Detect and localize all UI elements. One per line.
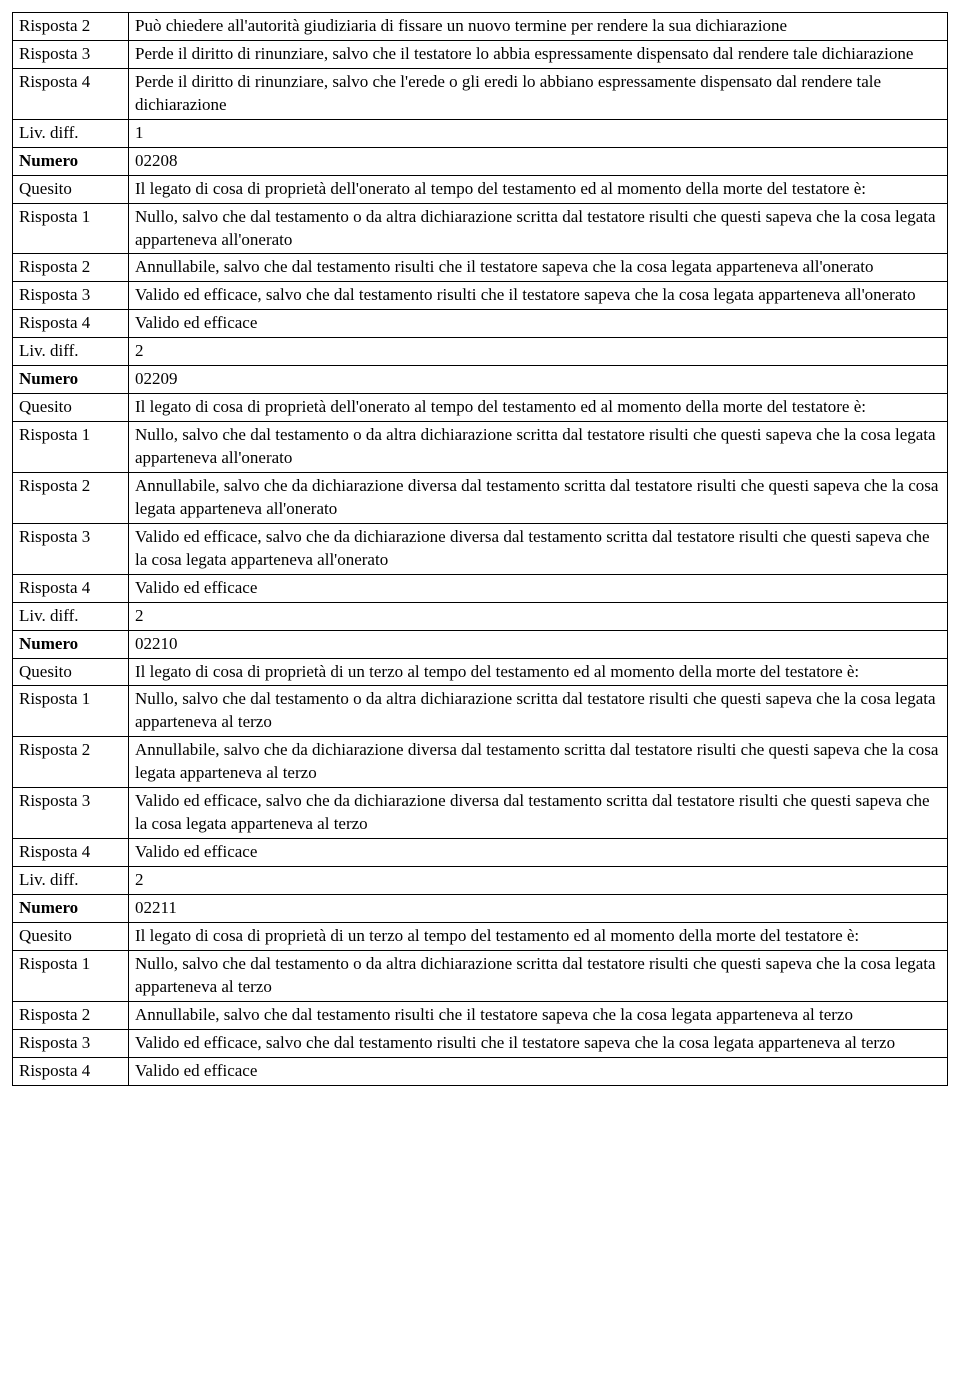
cell-value: 2	[129, 602, 948, 630]
label-risposta2: Risposta 2	[13, 1001, 129, 1029]
label-risposta4: Risposta 4	[13, 310, 129, 338]
cell-value: Il legato di cosa di proprietà di un ter…	[129, 658, 948, 686]
cell-value: Annullabile, salvo che da dichiarazione …	[129, 472, 948, 523]
label-quesito: Quesito	[13, 175, 129, 203]
cell-value: 2	[129, 867, 948, 895]
cell-value: 1	[129, 119, 948, 147]
cell-value: Il legato di cosa di proprietà dell'oner…	[129, 175, 948, 203]
table-row: Risposta 1 Nullo, salvo che dal testamen…	[13, 686, 948, 737]
table-row: Risposta 4 Valido ed efficace	[13, 310, 948, 338]
cell-value: Può chiedere all'autorità giudiziaria di…	[129, 13, 948, 41]
label-risposta2: Risposta 2	[13, 472, 129, 523]
cell-value: Valido ed efficace	[129, 310, 948, 338]
table-row: Liv. diff. 2	[13, 867, 948, 895]
label-risposta1: Risposta 1	[13, 686, 129, 737]
label-risposta3: Risposta 3	[13, 1029, 129, 1057]
table-row: Numero 02209	[13, 366, 948, 394]
cell-value: Annullabile, salvo che dal testamento ri…	[129, 254, 948, 282]
table-row: Risposta 2 Può chiedere all'autorità giu…	[13, 13, 948, 41]
table-row: Risposta 2 Annullabile, salvo che dal te…	[13, 1001, 948, 1029]
cell-value: Perde il diritto di rinunziare, salvo ch…	[129, 40, 948, 68]
label-numero: Numero	[13, 894, 129, 922]
cell-value: Annullabile, salvo che dal testamento ri…	[129, 1001, 948, 1029]
table-row: Risposta 2 Annullabile, salvo che dal te…	[13, 254, 948, 282]
table-row: Risposta 2 Annullabile, salvo che da dic…	[13, 737, 948, 788]
cell-value: 2	[129, 338, 948, 366]
label-risposta2: Risposta 2	[13, 254, 129, 282]
label-risposta2: Risposta 2	[13, 13, 129, 41]
cell-value: 02209	[129, 366, 948, 394]
label-livdiff: Liv. diff.	[13, 119, 129, 147]
cell-value: 02211	[129, 894, 948, 922]
label-numero: Numero	[13, 366, 129, 394]
table-row: Risposta 3 Perde il diritto di rinunziar…	[13, 40, 948, 68]
label-risposta1: Risposta 1	[13, 950, 129, 1001]
cell-value: Annullabile, salvo che da dichiarazione …	[129, 737, 948, 788]
table-row: Risposta 4 Valido ed efficace	[13, 839, 948, 867]
table-row: Quesito Il legato di cosa di proprietà d…	[13, 922, 948, 950]
cell-value: Perde il diritto di rinunziare, salvo ch…	[129, 68, 948, 119]
label-risposta1: Risposta 1	[13, 203, 129, 254]
table-row: Numero 02208	[13, 147, 948, 175]
table-row: Risposta 1 Nullo, salvo che dal testamen…	[13, 422, 948, 473]
cell-value: Valido ed efficace	[129, 1057, 948, 1085]
label-risposta3: Risposta 3	[13, 523, 129, 574]
cell-value: 02208	[129, 147, 948, 175]
table-row: Risposta 4 Valido ed efficace	[13, 1057, 948, 1085]
table-row: Risposta 3 Valido ed efficace, salvo che…	[13, 1029, 948, 1057]
label-numero: Numero	[13, 147, 129, 175]
label-quesito: Quesito	[13, 658, 129, 686]
table-row: Risposta 3 Valido ed efficace, salvo che…	[13, 282, 948, 310]
table-row: Numero 02210	[13, 630, 948, 658]
label-livdiff: Liv. diff.	[13, 867, 129, 895]
cell-value: Valido ed efficace, salvo che da dichiar…	[129, 523, 948, 574]
label-quesito: Quesito	[13, 922, 129, 950]
label-quesito: Quesito	[13, 394, 129, 422]
cell-value: Nullo, salvo che dal testamento o da alt…	[129, 422, 948, 473]
label-risposta3: Risposta 3	[13, 282, 129, 310]
cell-value: Valido ed efficace	[129, 839, 948, 867]
cell-value: Valido ed efficace, salvo che da dichiar…	[129, 788, 948, 839]
cell-value: Valido ed efficace	[129, 574, 948, 602]
label-livdiff: Liv. diff.	[13, 602, 129, 630]
label-risposta1: Risposta 1	[13, 422, 129, 473]
cell-value: Il legato di cosa di proprietà di un ter…	[129, 922, 948, 950]
table-row: Liv. diff. 2	[13, 338, 948, 366]
table-row: Risposta 4 Perde il diritto di rinunziar…	[13, 68, 948, 119]
questions-table: Risposta 2 Può chiedere all'autorità giu…	[12, 12, 948, 1086]
cell-value: Nullo, salvo che dal testamento o da alt…	[129, 950, 948, 1001]
cell-value: Nullo, salvo che dal testamento o da alt…	[129, 686, 948, 737]
label-numero: Numero	[13, 630, 129, 658]
cell-value: Valido ed efficace, salvo che dal testam…	[129, 1029, 948, 1057]
table-row: Risposta 2 Annullabile, salvo che da dic…	[13, 472, 948, 523]
table-row: Liv. diff. 1	[13, 119, 948, 147]
cell-value: Nullo, salvo che dal testamento o da alt…	[129, 203, 948, 254]
table-row: Risposta 1 Nullo, salvo che dal testamen…	[13, 950, 948, 1001]
label-risposta4: Risposta 4	[13, 68, 129, 119]
cell-value: Valido ed efficace, salvo che dal testam…	[129, 282, 948, 310]
table-row: Risposta 3 Valido ed efficace, salvo che…	[13, 523, 948, 574]
label-risposta3: Risposta 3	[13, 40, 129, 68]
cell-value: Il legato di cosa di proprietà dell'oner…	[129, 394, 948, 422]
table-row: Quesito Il legato di cosa di proprietà d…	[13, 175, 948, 203]
table-row: Quesito Il legato di cosa di proprietà d…	[13, 658, 948, 686]
label-risposta4: Risposta 4	[13, 574, 129, 602]
label-risposta4: Risposta 4	[13, 839, 129, 867]
table-row: Numero 02211	[13, 894, 948, 922]
cell-value: 02210	[129, 630, 948, 658]
table-row: Quesito Il legato di cosa di proprietà d…	[13, 394, 948, 422]
label-risposta2: Risposta 2	[13, 737, 129, 788]
table-row: Risposta 3 Valido ed efficace, salvo che…	[13, 788, 948, 839]
label-risposta4: Risposta 4	[13, 1057, 129, 1085]
table-row: Risposta 4 Valido ed efficace	[13, 574, 948, 602]
table-row: Liv. diff. 2	[13, 602, 948, 630]
label-livdiff: Liv. diff.	[13, 338, 129, 366]
table-row: Risposta 1 Nullo, salvo che dal testamen…	[13, 203, 948, 254]
label-risposta3: Risposta 3	[13, 788, 129, 839]
